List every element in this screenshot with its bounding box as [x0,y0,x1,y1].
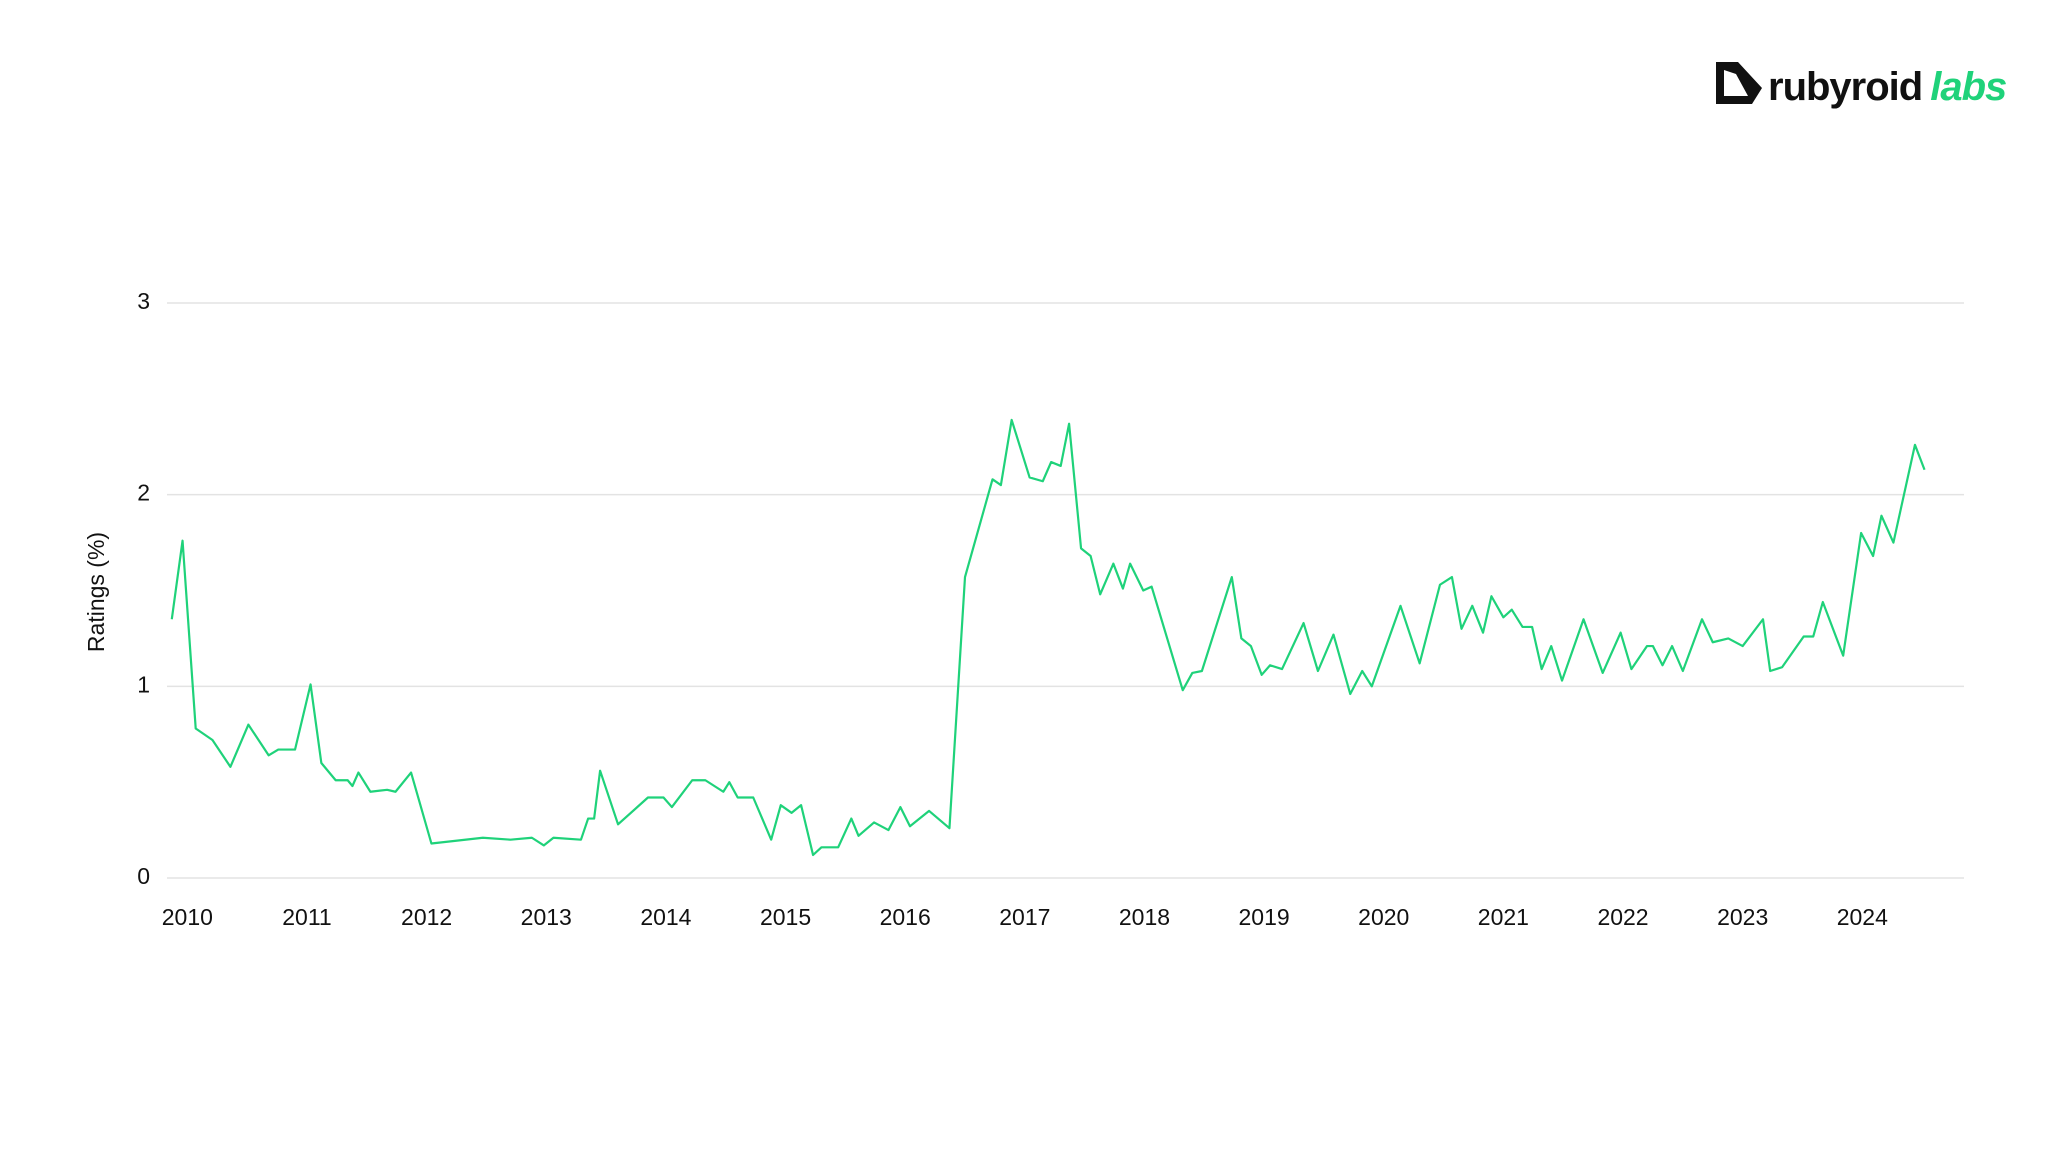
x-tick-label: 2018 [1119,904,1170,930]
x-tick-label: 2011 [282,904,331,930]
x-tick-label: 2017 [999,904,1050,930]
x-tick-label: 2010 [162,904,213,930]
logo-icon [1716,62,1762,104]
x-tick-label: 2012 [401,904,452,930]
x-tick-label: 2014 [640,904,691,930]
x-tick-label: 2015 [760,904,811,930]
y-tick-label: 0 [137,863,150,889]
y-axis-label: Ratings (%) [83,532,109,652]
y-tick-label: 1 [137,671,150,697]
x-tick-label: 2016 [880,904,931,930]
logo: rubyroid labs [1716,62,2007,109]
x-tick-label: 2022 [1597,904,1648,930]
x-tick-label: 2021 [1478,904,1529,930]
data-line [170,418,1926,857]
x-tick-label: 2020 [1358,904,1409,930]
y-tick-label: 2 [137,480,150,506]
x-tick-label: 2023 [1717,904,1768,930]
logo-name: rubyroid [1768,65,1922,109]
x-tick-label: 2019 [1239,904,1290,930]
x-tick-label: 2013 [521,904,572,930]
logo-suffix: labs [1930,65,2006,109]
x-tick-label: 2024 [1837,904,1888,930]
y-tick-label: 3 [137,288,150,314]
